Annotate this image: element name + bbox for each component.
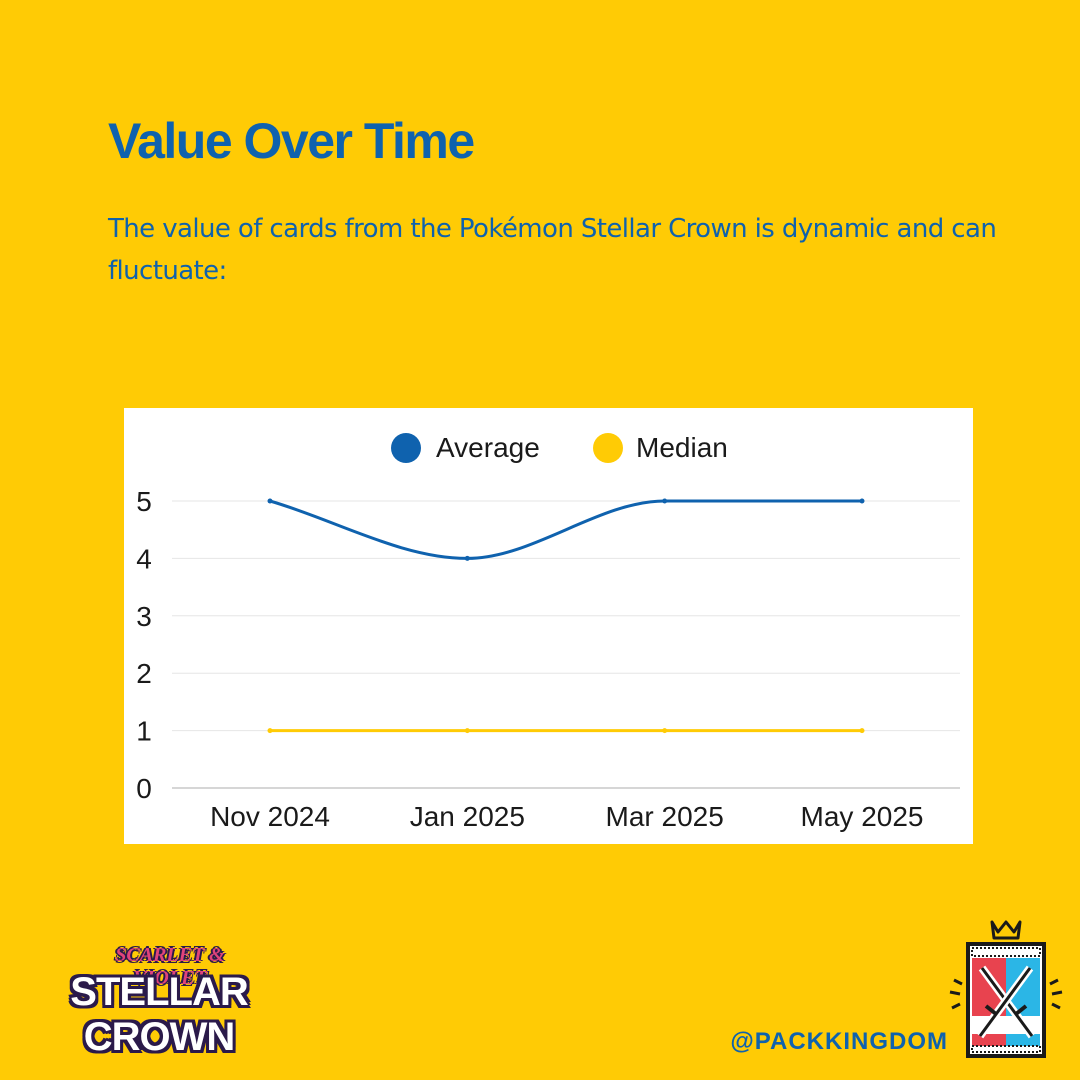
median-legend-dot — [593, 433, 623, 463]
median-data-point — [662, 728, 668, 734]
y-tick-label: 3 — [136, 601, 152, 632]
average-data-point — [859, 498, 865, 504]
average-data-point — [267, 498, 273, 504]
median-data-point — [464, 728, 470, 734]
average-series-line — [268, 499, 864, 560]
average-data-point — [662, 498, 668, 504]
average-legend-label: Average — [436, 432, 540, 463]
page-title: Value Over Time — [108, 113, 475, 169]
social-handle: @PACKKINGDOM — [730, 1028, 948, 1055]
pack-kingdom-crossed-swords-icon — [949, 920, 1063, 1058]
median-data-point — [859, 728, 865, 734]
y-tick-label: 1 — [136, 716, 152, 747]
logo-scarlet-violet: SCARLET & VIOLET — [115, 944, 225, 989]
y-tick-label: 4 — [136, 543, 152, 574]
page-subtitle: The value of cards from the Pokémon Stel… — [108, 214, 997, 286]
average-data-point — [464, 555, 470, 561]
y-tick-label: 0 — [136, 773, 152, 804]
median-data-point — [267, 728, 273, 734]
x-tick-label: Mar 2025 — [606, 801, 724, 832]
median-legend-label: Median — [636, 432, 728, 463]
stellar-crown-logo: SCARLET & VIOLET STELLAR CROWN — [26, 940, 292, 1059]
x-tick-label: Nov 2024 — [210, 801, 330, 832]
line-chart: 0 1 2 3 4 5 Nov 2024 Jan 2025 Mar 2025 May 2025 Av… — [124, 408, 973, 844]
y-tick-label: 5 — [136, 486, 152, 517]
logo-stellar-crown: STELLAR CROWN — [70, 970, 248, 1059]
average-legend-dot — [391, 433, 421, 463]
x-tick-label: Jan 2025 — [410, 801, 525, 832]
chart-svg: 0 1 2 3 4 5 Nov 2024 Jan 2025 Mar 2025 May 2025 Av… — [136, 432, 960, 832]
x-tick-label: May 2025 — [801, 801, 924, 832]
y-tick-label: 2 — [136, 658, 152, 689]
